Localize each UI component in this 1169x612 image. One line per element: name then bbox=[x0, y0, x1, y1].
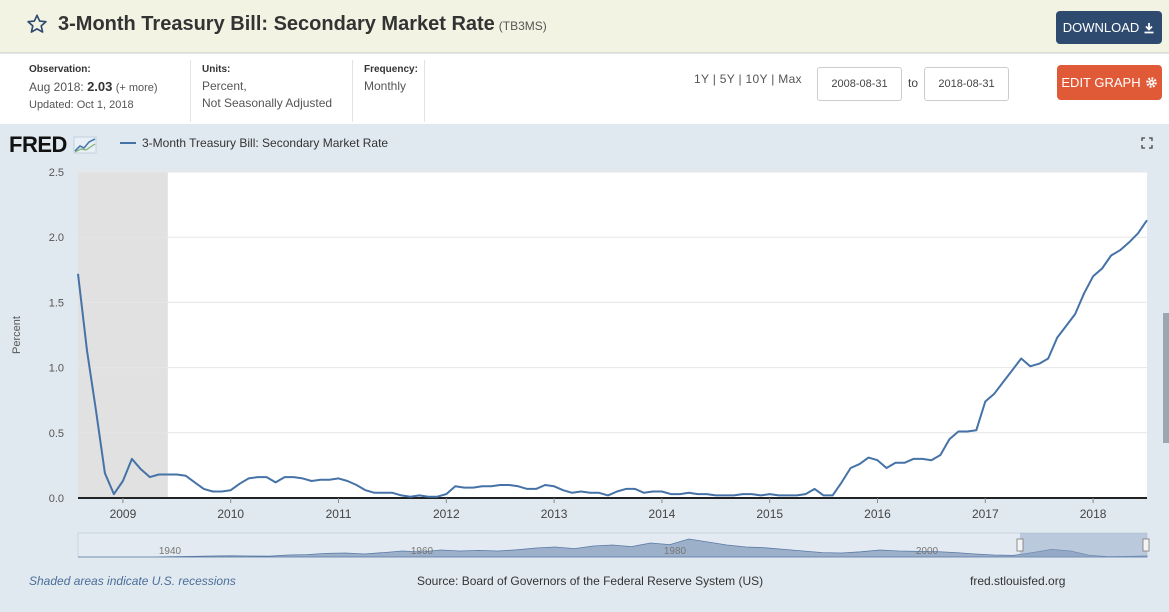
more-observations-link[interactable]: (+ more) bbox=[115, 82, 158, 94]
edit-graph-button[interactable]: EDIT GRAPH bbox=[1057, 65, 1162, 100]
star-icon[interactable] bbox=[26, 13, 48, 35]
source-note: Source: Board of Governors of the Federa… bbox=[417, 574, 764, 588]
chart-legend: 3-Month Treasury Bill: Secondary Market … bbox=[120, 136, 388, 150]
range-separator: | bbox=[712, 72, 717, 86]
divider bbox=[352, 60, 353, 122]
download-icon bbox=[1144, 22, 1154, 33]
chart-panel: FRED 3-Month Treasury Bill: Secondary Ma… bbox=[0, 124, 1169, 612]
x-tick-label: 2017 bbox=[972, 507, 999, 521]
range-5y-button[interactable]: 5Y bbox=[719, 72, 735, 86]
fred-logo: FRED bbox=[9, 132, 97, 158]
download-label: DOWNLOAD bbox=[1062, 20, 1140, 35]
end-date-input[interactable]: 2018-08-31 bbox=[924, 67, 1009, 101]
frequency-label: Frequency: bbox=[364, 64, 418, 75]
units-value-2: Not Seasonally Adjusted bbox=[202, 96, 333, 110]
range-10y-button[interactable]: 10Y bbox=[745, 72, 768, 86]
frequency-block: Frequency: Monthly bbox=[364, 64, 418, 95]
y-tick-label: 0.0 bbox=[49, 493, 64, 505]
to-label: to bbox=[908, 76, 919, 90]
page-title: 3-Month Treasury Bill: Secondary Market … bbox=[58, 13, 547, 36]
line-chart: 0.0 0.5 1.0 1.5 2.0 2.5 2009 2010 2011 2012 2013 2… bbox=[49, 167, 1150, 558]
navigator-year-label: 1960 bbox=[411, 546, 434, 557]
observation-label: Observation: bbox=[29, 64, 91, 75]
units-block: Units: Percent, Not Seasonally Adjusted bbox=[202, 64, 332, 112]
updated-date: Updated: Oct 1, 2018 bbox=[29, 99, 134, 111]
x-tick-label: 2014 bbox=[649, 507, 676, 521]
x-tick-label: 2015 bbox=[756, 507, 783, 521]
title-bar: 3-Month Treasury Bill: Secondary Market … bbox=[0, 0, 1169, 53]
observation-line: Aug 2018: 2.03 (+ more) bbox=[29, 78, 158, 97]
range-max-button[interactable]: Max bbox=[778, 72, 802, 86]
trend-logo-icon bbox=[73, 136, 96, 154]
navigator-handle[interactable] bbox=[1016, 538, 1024, 552]
x-tick-label: 2016 bbox=[864, 507, 891, 521]
frequency-value: Monthly bbox=[364, 79, 407, 93]
range-separator: | bbox=[738, 72, 742, 86]
navigator-selection bbox=[1020, 533, 1147, 557]
plot-area bbox=[78, 172, 1147, 498]
legend-swatch bbox=[120, 142, 136, 144]
page-scrollbar[interactable] bbox=[1163, 313, 1169, 443]
site-url[interactable]: fred.stlouisfed.org bbox=[970, 574, 1066, 588]
observation-date: Aug 2018: bbox=[29, 80, 84, 94]
gear-icon bbox=[1145, 77, 1157, 88]
y-tick-label: 1.5 bbox=[49, 297, 64, 309]
x-tick-label: 2010 bbox=[217, 507, 244, 521]
series-title: 3-Month Treasury Bill: Secondary Market … bbox=[58, 13, 495, 35]
divider bbox=[190, 60, 191, 122]
navigator-year-label: 1940 bbox=[159, 546, 182, 557]
recession-shading bbox=[78, 172, 168, 498]
units-label: Units: bbox=[202, 64, 231, 75]
x-tick-label: 2012 bbox=[433, 507, 460, 521]
edit-graph-label: EDIT GRAPH bbox=[1061, 75, 1141, 90]
series-id: (TB3MS) bbox=[498, 19, 547, 33]
navigator-series-area bbox=[78, 538, 1148, 558]
divider bbox=[424, 60, 425, 122]
x-tick-label: 2011 bbox=[326, 507, 352, 521]
range-1y-button[interactable]: 1Y bbox=[694, 72, 710, 86]
series-line bbox=[77, 219, 1148, 498]
navigator-year-label: 2000 bbox=[916, 546, 939, 557]
range-separator: | bbox=[771, 72, 775, 86]
x-tick-label: 2013 bbox=[541, 507, 568, 521]
y-tick-label: 2.5 bbox=[49, 167, 64, 179]
navigator-handle[interactable] bbox=[1142, 538, 1150, 552]
y-tick-label: 1.0 bbox=[49, 363, 64, 375]
x-tick-label: 2018 bbox=[1080, 507, 1107, 521]
fullscreen-icon[interactable] bbox=[1141, 137, 1153, 149]
y-tick-label: 2.0 bbox=[49, 232, 64, 244]
x-tick-label: 2009 bbox=[110, 507, 137, 521]
fred-logo-text: FRED bbox=[9, 132, 67, 157]
start-date-input[interactable]: 2008-08-31 bbox=[817, 67, 902, 101]
units-value-1: Percent, bbox=[202, 79, 247, 93]
recession-note: Shaded areas indicate U.S. recessions bbox=[29, 574, 236, 588]
observation-block: Observation: Aug 2018: 2.03 (+ more) Upd… bbox=[29, 64, 158, 114]
download-button[interactable]: DOWNLOAD bbox=[1056, 11, 1162, 44]
date-range-shortcuts: 1Y | 5Y | 10Y | Max bbox=[694, 72, 802, 86]
navigator-year-label: 1980 bbox=[664, 546, 687, 557]
series-metadata-bar: Observation: Aug 2018: 2.03 (+ more) Upd… bbox=[0, 54, 1169, 124]
observation-value: 2.03 bbox=[87, 79, 113, 94]
legend-label: 3-Month Treasury Bill: Secondary Market … bbox=[142, 136, 389, 150]
y-tick-label: 0.5 bbox=[49, 428, 64, 440]
